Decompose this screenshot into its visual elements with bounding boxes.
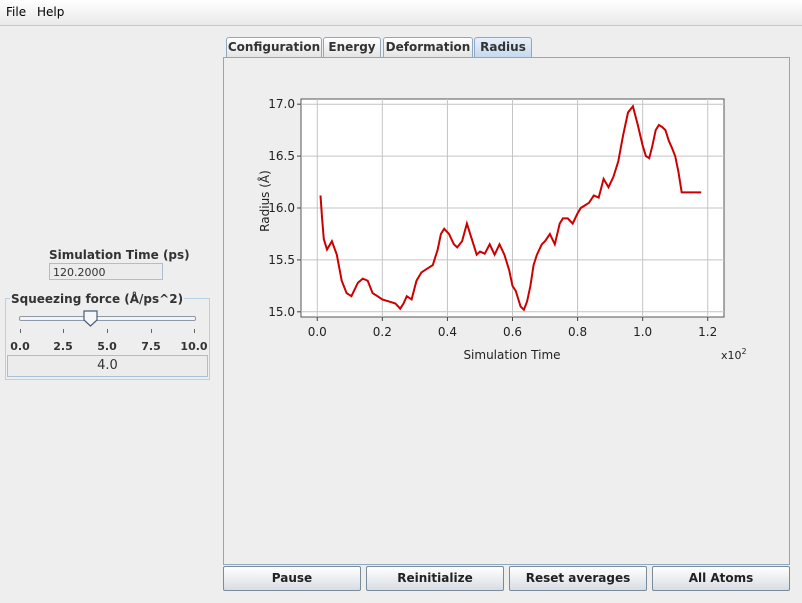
force-value-display: 4.0 — [7, 355, 208, 377]
tab-deformation[interactable]: Deformation — [383, 37, 473, 57]
squeezing-force-title: Squeezing force (Å/ps^2) — [10, 292, 185, 306]
slider-tick-label: 7.5 — [141, 340, 161, 353]
simulation-time-label: Simulation Time (ps) — [49, 248, 190, 262]
x-tick-label: 0.0 — [308, 325, 327, 339]
y-tick-label: 16.5 — [268, 149, 295, 163]
tab-energy[interactable]: Energy — [323, 37, 381, 57]
menu-help[interactable]: Help — [37, 5, 65, 19]
pause-button[interactable]: Pause — [223, 566, 361, 591]
force-slider-thumb[interactable] — [82, 310, 98, 327]
slider-tick — [63, 329, 64, 333]
y-tick-label: 16.0 — [268, 201, 295, 215]
slider-tick — [107, 329, 108, 333]
slider-tick-label: 0.0 — [10, 340, 30, 353]
simulation-time-field: 120.2000 — [49, 263, 163, 280]
x-tick-label: 1.2 — [698, 325, 717, 339]
slider-tick — [194, 329, 195, 333]
slider-tick — [151, 329, 152, 333]
squeezing-force-panel: Squeezing force (Å/ps^2) 0.0 2.5 5.0 7.5… — [5, 292, 210, 380]
y-tick-label: 17.0 — [268, 97, 295, 111]
menu-file[interactable]: File — [6, 5, 27, 19]
tab-radius[interactable]: Radius — [474, 37, 532, 57]
x-axis-multiplier: x102 — [721, 347, 747, 362]
slider-tick — [20, 329, 21, 333]
force-slider-track[interactable] — [19, 316, 196, 321]
x-axis-label: Simulation Time — [463, 348, 560, 362]
x-tick-label: 0.6 — [503, 325, 522, 339]
slider-tick-label: 2.5 — [53, 340, 73, 353]
x-tick-label: 0.4 — [438, 325, 457, 339]
radius-series-line — [319, 104, 702, 312]
slider-tick-label: 10.0 — [180, 340, 208, 353]
menu-bar: File Help — [0, 0, 802, 26]
y-axis-label: Radius (Å) — [257, 170, 272, 232]
slider-tick-label: 5.0 — [97, 340, 117, 353]
all-atoms-button[interactable]: All Atoms — [652, 566, 790, 591]
x-tick-label: 0.8 — [568, 325, 587, 339]
reset-averages-button[interactable]: Reset averages — [509, 566, 647, 591]
reinitialize-button[interactable]: Reinitialize — [366, 566, 504, 591]
x-tick-label: 1.0 — [633, 325, 652, 339]
tab-configuration[interactable]: Configuration — [226, 37, 322, 57]
y-tick-label: 15.0 — [268, 305, 295, 319]
y-tick-label: 15.5 — [268, 253, 295, 267]
x-tick-label: 0.2 — [373, 325, 392, 339]
